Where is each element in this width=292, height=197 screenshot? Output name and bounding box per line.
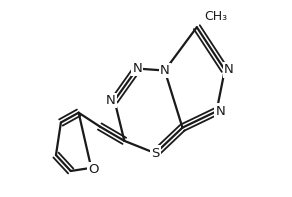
Text: N: N <box>215 105 225 118</box>
Text: N: N <box>132 62 142 75</box>
Text: CH₃: CH₃ <box>204 10 227 23</box>
Text: O: O <box>88 163 98 176</box>
Text: N: N <box>224 63 234 76</box>
Text: S: S <box>151 147 160 160</box>
Text: N: N <box>106 94 115 107</box>
Text: N: N <box>160 64 170 77</box>
